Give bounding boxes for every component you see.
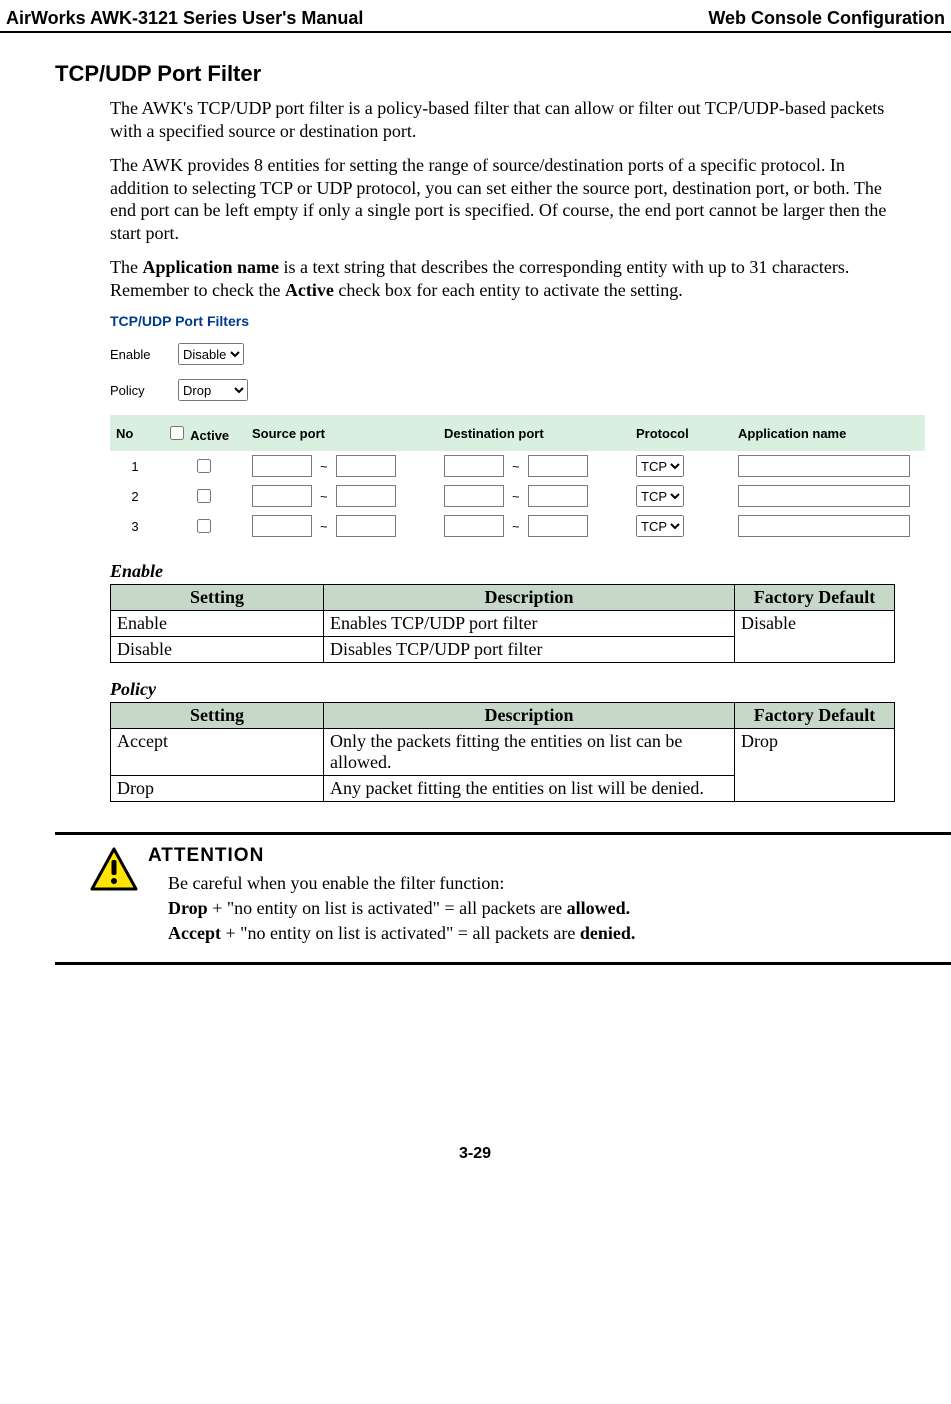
section-title: TCP/UDP Port Filter [55, 61, 895, 87]
ss-src-end-input[interactable] [336, 485, 396, 507]
para3-active: Active [285, 280, 334, 300]
header-left: AirWorks AWK-3121 Series User's Manual [6, 8, 363, 29]
para-3: The Application name is a text string th… [110, 256, 895, 301]
para3-appname: Application name [142, 257, 279, 277]
attention-line2: Drop + "no entity on list is activated" … [168, 898, 951, 919]
ss-row-no: 3 [110, 511, 160, 541]
ss-row-active-checkbox[interactable] [197, 459, 211, 473]
enable-r1-setting: Enable [111, 611, 324, 637]
policy-default-cont [735, 776, 895, 802]
ss-src-start-input[interactable] [252, 455, 312, 477]
enable-default: Disable [735, 611, 895, 637]
enable-default-cont [735, 637, 895, 663]
policy-col-desc: Description [324, 703, 735, 729]
ss-dst-end-input[interactable] [528, 485, 588, 507]
para3-pre: The [110, 257, 142, 277]
ss-row-no: 1 [110, 451, 160, 481]
ss-proto-select[interactable]: TCP [636, 485, 684, 507]
ss-col-active: Active [160, 415, 246, 451]
ss-dst-end-input[interactable] [528, 515, 588, 537]
enable-col-default: Factory Default [735, 585, 895, 611]
ss-enable-label: Enable [110, 347, 156, 362]
ss-title: TCP/UDP Port Filters [110, 313, 895, 329]
attention-heading: ATTENTION [148, 845, 951, 867]
ss-dst-start-input[interactable] [444, 455, 504, 477]
policy-col-default: Factory Default [735, 703, 895, 729]
tilde-icon: ~ [316, 459, 332, 474]
ss-dst-end-input[interactable] [528, 455, 588, 477]
policy-r1-setting: Accept [111, 729, 324, 776]
page-header: AirWorks AWK-3121 Series User's Manual W… [0, 0, 951, 33]
port-filter-screenshot: TCP/UDP Port Filters Enable Disable Poli… [110, 313, 895, 541]
page-number: 3-29 [55, 1145, 895, 1171]
enable-col-setting: Setting [111, 585, 324, 611]
para3-post: check box for each entity to activate th… [334, 280, 683, 300]
tilde-icon: ~ [508, 519, 524, 534]
enable-table: Setting Description Factory Default Enab… [110, 584, 895, 663]
tilde-icon: ~ [508, 459, 524, 474]
ss-appname-input[interactable] [738, 485, 910, 507]
policy-r1-desc: Only the packets fitting the entities on… [324, 729, 735, 776]
ss-entity-table: No Active Source port Destination port P… [110, 415, 925, 541]
policy-table: Setting Description Factory Default Acce… [110, 702, 895, 802]
ss-col-no: No [110, 415, 160, 451]
ss-src-end-input[interactable] [336, 455, 396, 477]
enable-r1-desc: Enables TCP/UDP port filter [324, 611, 735, 637]
ss-appname-input[interactable] [738, 515, 910, 537]
policy-r2-setting: Drop [111, 776, 324, 802]
ss-col-active-label: Active [190, 428, 229, 443]
attention-block: ATTENTION Be careful when you enable the… [55, 832, 951, 965]
ss-enable-select[interactable]: Disable [178, 343, 244, 365]
tilde-icon: ~ [316, 489, 332, 504]
ss-row-active-checkbox[interactable] [197, 489, 211, 503]
tilde-icon: ~ [508, 489, 524, 504]
att-l3-b2: denied. [580, 923, 636, 943]
enable-r2-desc: Disables TCP/UDP port filter [324, 637, 735, 663]
ss-col-app: Application name [732, 415, 925, 451]
para-1: The AWK's TCP/UDP port filter is a polic… [110, 97, 895, 142]
policy-default: Drop [735, 729, 895, 776]
att-l2-mid: + "no entity on list is activated" = all… [208, 898, 567, 918]
policy-col-setting: Setting [111, 703, 324, 729]
ss-row: 2 ~ ~ [110, 481, 925, 511]
policy-subhead: Policy [110, 679, 895, 700]
att-l2-b1: Drop [168, 898, 208, 918]
ss-row: 1 ~ ~ [110, 451, 925, 481]
ss-active-all-checkbox[interactable] [170, 426, 184, 440]
ss-col-dst: Destination port [438, 415, 630, 451]
ss-src-start-input[interactable] [252, 485, 312, 507]
ss-col-src: Source port [246, 415, 438, 451]
att-l3-b1: Accept [168, 923, 221, 943]
ss-row-active-checkbox[interactable] [197, 519, 211, 533]
ss-row-no: 2 [110, 481, 160, 511]
enable-col-desc: Description [324, 585, 735, 611]
enable-subhead: Enable [110, 561, 895, 582]
ss-dst-start-input[interactable] [444, 515, 504, 537]
ss-policy-label: Policy [110, 383, 156, 398]
tilde-icon: ~ [316, 519, 332, 534]
attention-line3: Accept + "no entity on list is activated… [168, 923, 951, 944]
ss-src-end-input[interactable] [336, 515, 396, 537]
ss-row: 3 ~ ~ [110, 511, 925, 541]
ss-policy-select[interactable]: Drop [178, 379, 248, 401]
ss-appname-input[interactable] [738, 455, 910, 477]
ss-dst-start-input[interactable] [444, 485, 504, 507]
att-l3-mid: + "no entity on list is activated" = all… [221, 923, 580, 943]
header-right: Web Console Configuration [708, 8, 945, 29]
ss-proto-select[interactable]: TCP [636, 455, 684, 477]
attention-line1: Be careful when you enable the filter fu… [168, 873, 951, 894]
ss-col-proto: Protocol [630, 415, 732, 451]
policy-r2-desc: Any packet fitting the entities on list … [324, 776, 735, 802]
ss-src-start-input[interactable] [252, 515, 312, 537]
att-l2-b2: allowed. [567, 898, 631, 918]
enable-r2-setting: Disable [111, 637, 324, 663]
warning-icon [90, 847, 138, 948]
ss-proto-select[interactable]: TCP [636, 515, 684, 537]
para-2: The AWK provides 8 entities for setting … [110, 154, 895, 244]
